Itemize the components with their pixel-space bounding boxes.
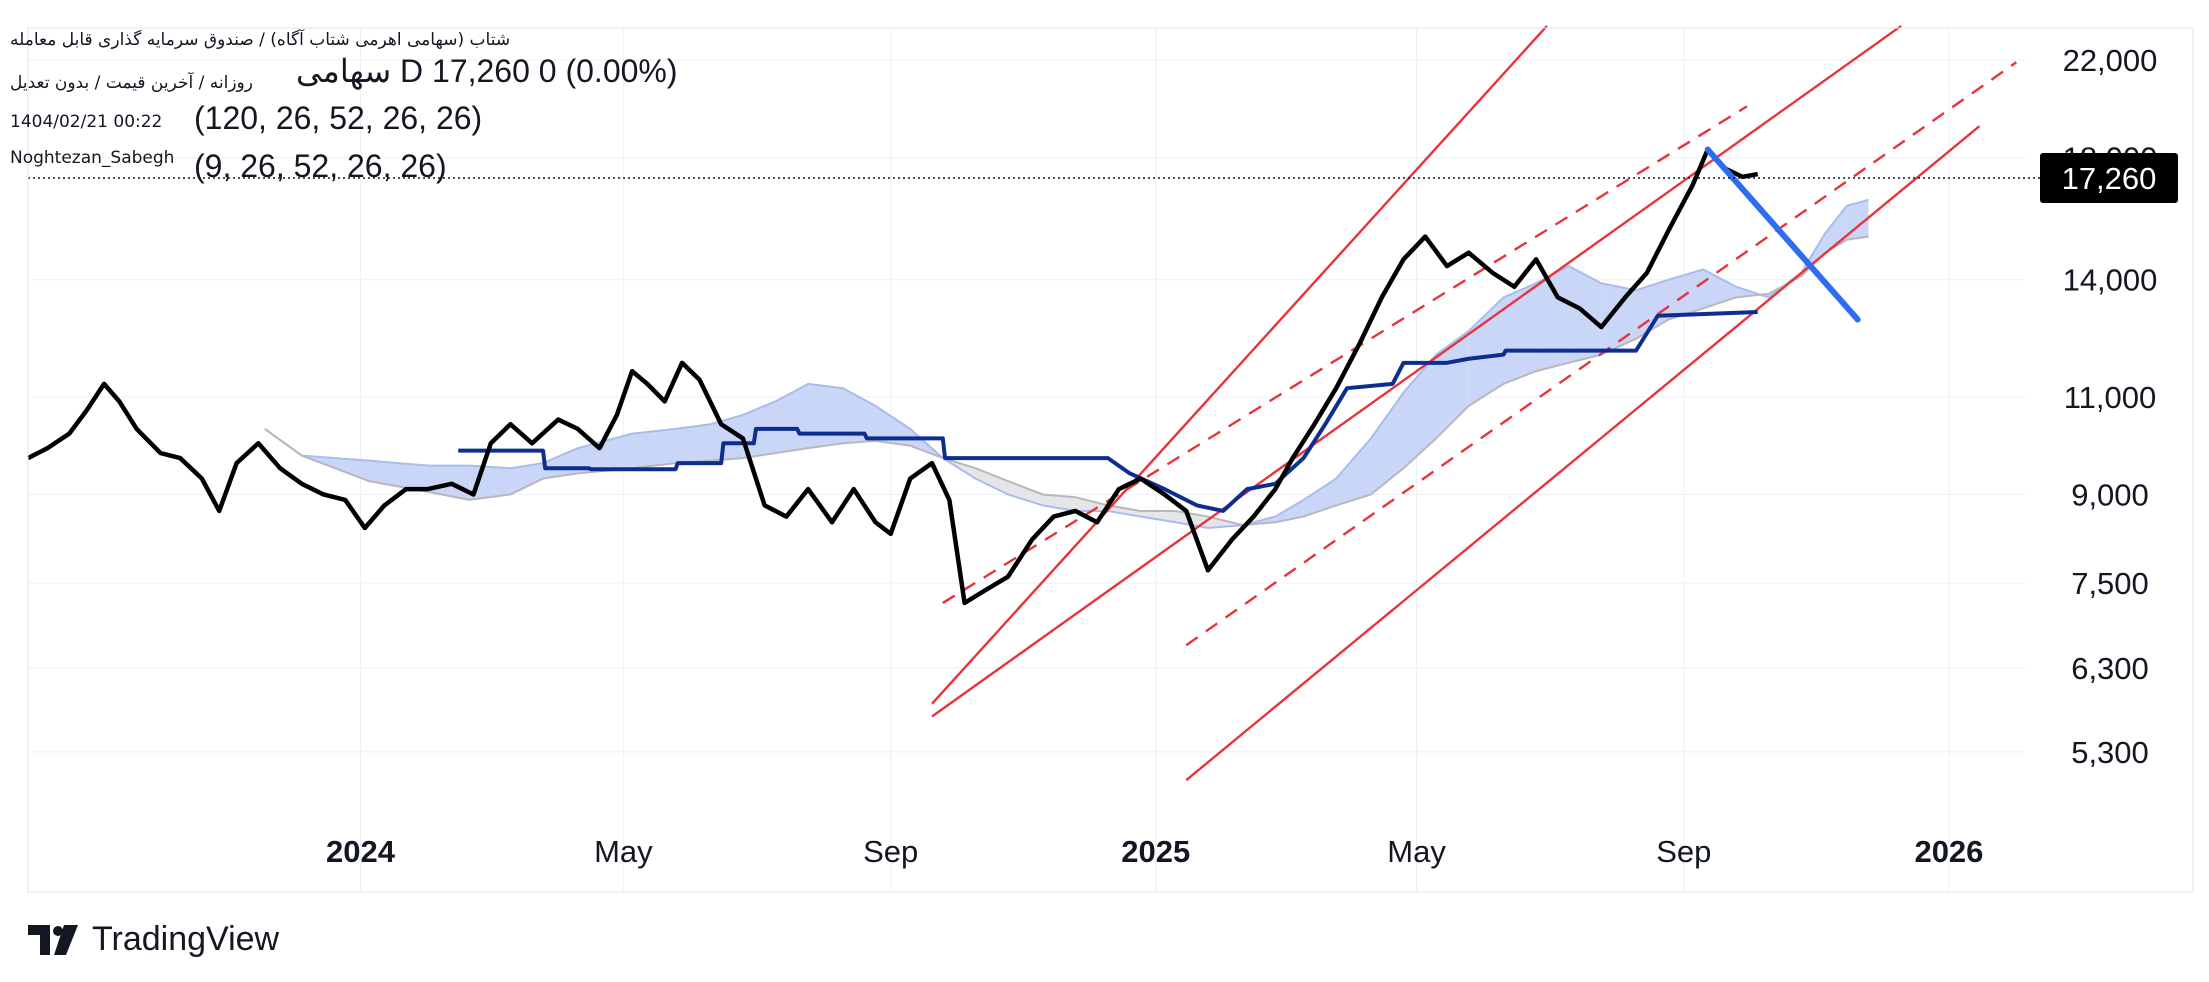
cloud-segment-29 bbox=[1336, 438, 1371, 506]
price-line bbox=[26, 147, 1759, 606]
y-tick-label-6: 6,300 bbox=[2071, 651, 2149, 686]
tradingview-branding[interactable]: TradingView bbox=[28, 920, 279, 959]
symbol-short: سهامی bbox=[296, 53, 392, 89]
y-tick-label-7: 5,300 bbox=[2071, 735, 2149, 770]
x-axis: 2024 May Sep 2025 May Sep 2026 bbox=[326, 834, 1983, 869]
channel-line-2 bbox=[931, 24, 1902, 718]
indicator-1-params[interactable]: (120, 26, 52, 26, 26) bbox=[194, 100, 483, 136]
cloud-segment-10 bbox=[710, 414, 743, 461]
cloud-segment-6 bbox=[543, 448, 578, 479]
y-tick-label-0: 22,000 bbox=[2063, 43, 2158, 78]
baseline-series bbox=[458, 310, 1758, 513]
channel-line-4 bbox=[1185, 125, 1981, 782]
cloud-segment-7 bbox=[577, 433, 633, 474]
cloud-segment-5 bbox=[510, 463, 544, 495]
cloud-segment-9 bbox=[675, 424, 711, 464]
cloud-segment-27 bbox=[1275, 499, 1304, 523]
baseline-line bbox=[458, 310, 1758, 513]
x-tick-label-2: Sep bbox=[863, 834, 918, 869]
cloud-segment-30 bbox=[1370, 392, 1404, 495]
price-badge-label: 17,260 bbox=[2062, 161, 2157, 196]
cloud-segment-15 bbox=[875, 405, 911, 446]
ichimoku-cloud bbox=[264, 198, 1869, 530]
cloud-segment-8 bbox=[632, 428, 676, 469]
channel-line-3 bbox=[1185, 61, 2017, 647]
x-tick-label-0: 2024 bbox=[326, 834, 396, 869]
cloud-segment-12 bbox=[775, 383, 809, 454]
timeframe-note: روزانه / آخرین قیمت / بدون تعدیل bbox=[10, 73, 253, 93]
cloud-segment-18 bbox=[975, 468, 1009, 495]
x-tick-label-4: May bbox=[1387, 834, 1446, 869]
x-tick-label-5: Sep bbox=[1656, 834, 1711, 869]
symbol-header: سهامی D 17,260 0 (0.00%) bbox=[296, 52, 678, 90]
symbol-full-name: شتاب (سهامی اهرمی شتاب آگاه) / صندوق سرم… bbox=[10, 30, 511, 50]
cloud-segment-34 bbox=[1503, 283, 1537, 384]
x-tick-label-3: 2025 bbox=[1121, 834, 1190, 869]
channel-line-0 bbox=[931, 25, 1548, 705]
cloud-segment-33 bbox=[1468, 297, 1504, 406]
cloud-segment-23 bbox=[1140, 510, 1176, 523]
cloud-segment-21 bbox=[1075, 497, 1108, 511]
cloud-segment-2 bbox=[369, 460, 428, 492]
cloud-segment-19 bbox=[1008, 481, 1043, 506]
y-tick-label-4: 9,000 bbox=[2071, 477, 2149, 512]
tradingview-logo-icon bbox=[28, 924, 78, 955]
chart-frame bbox=[27, 27, 2194, 893]
indicator-2-params[interactable]: (9, 26, 52, 26, 26) bbox=[194, 148, 447, 184]
cloud-segment-22 bbox=[1107, 505, 1141, 517]
author-name: Noghtezan_Sabegh bbox=[10, 148, 175, 168]
cloud-segment-28 bbox=[1303, 478, 1337, 517]
channel-line-1 bbox=[942, 105, 1748, 604]
y-tick-label-2: 14,000 bbox=[2063, 263, 2158, 298]
cloud-segment-13 bbox=[808, 383, 843, 449]
y-axis: 22,00018,00014,00011,0009,0007,5006,3005… bbox=[2063, 43, 2158, 770]
price-series bbox=[26, 147, 1759, 606]
projection-line bbox=[1704, 146, 1861, 323]
cloud-segment-20 bbox=[1042, 494, 1076, 511]
cloud-span-a bbox=[264, 198, 1869, 530]
chart-datetime: 1404/02/21 00:22 bbox=[10, 112, 163, 132]
cloud-segment-40 bbox=[1703, 269, 1736, 309]
cloud-segment-35 bbox=[1536, 266, 1569, 372]
y-tick-label-3: 11,000 bbox=[2064, 380, 2157, 415]
price-change: 17,260 0 (0.00%) bbox=[432, 53, 678, 89]
x-tick-label-6: 2026 bbox=[1914, 834, 1983, 869]
channel-lines bbox=[931, 24, 2017, 782]
price-badge: 17,260 bbox=[2040, 152, 2178, 203]
y-tick-label-5: 7,500 bbox=[2071, 566, 2149, 601]
cloud-segment-32 bbox=[1436, 330, 1469, 439]
tradingview-wordmark: TradingView bbox=[92, 920, 280, 958]
cloud-segment-31 bbox=[1403, 354, 1437, 469]
x-tick-label-1: May bbox=[594, 834, 653, 869]
projection-segment bbox=[1704, 146, 1861, 323]
price-badge-bg bbox=[2040, 152, 2178, 203]
symbol-suffix: D bbox=[400, 53, 424, 89]
